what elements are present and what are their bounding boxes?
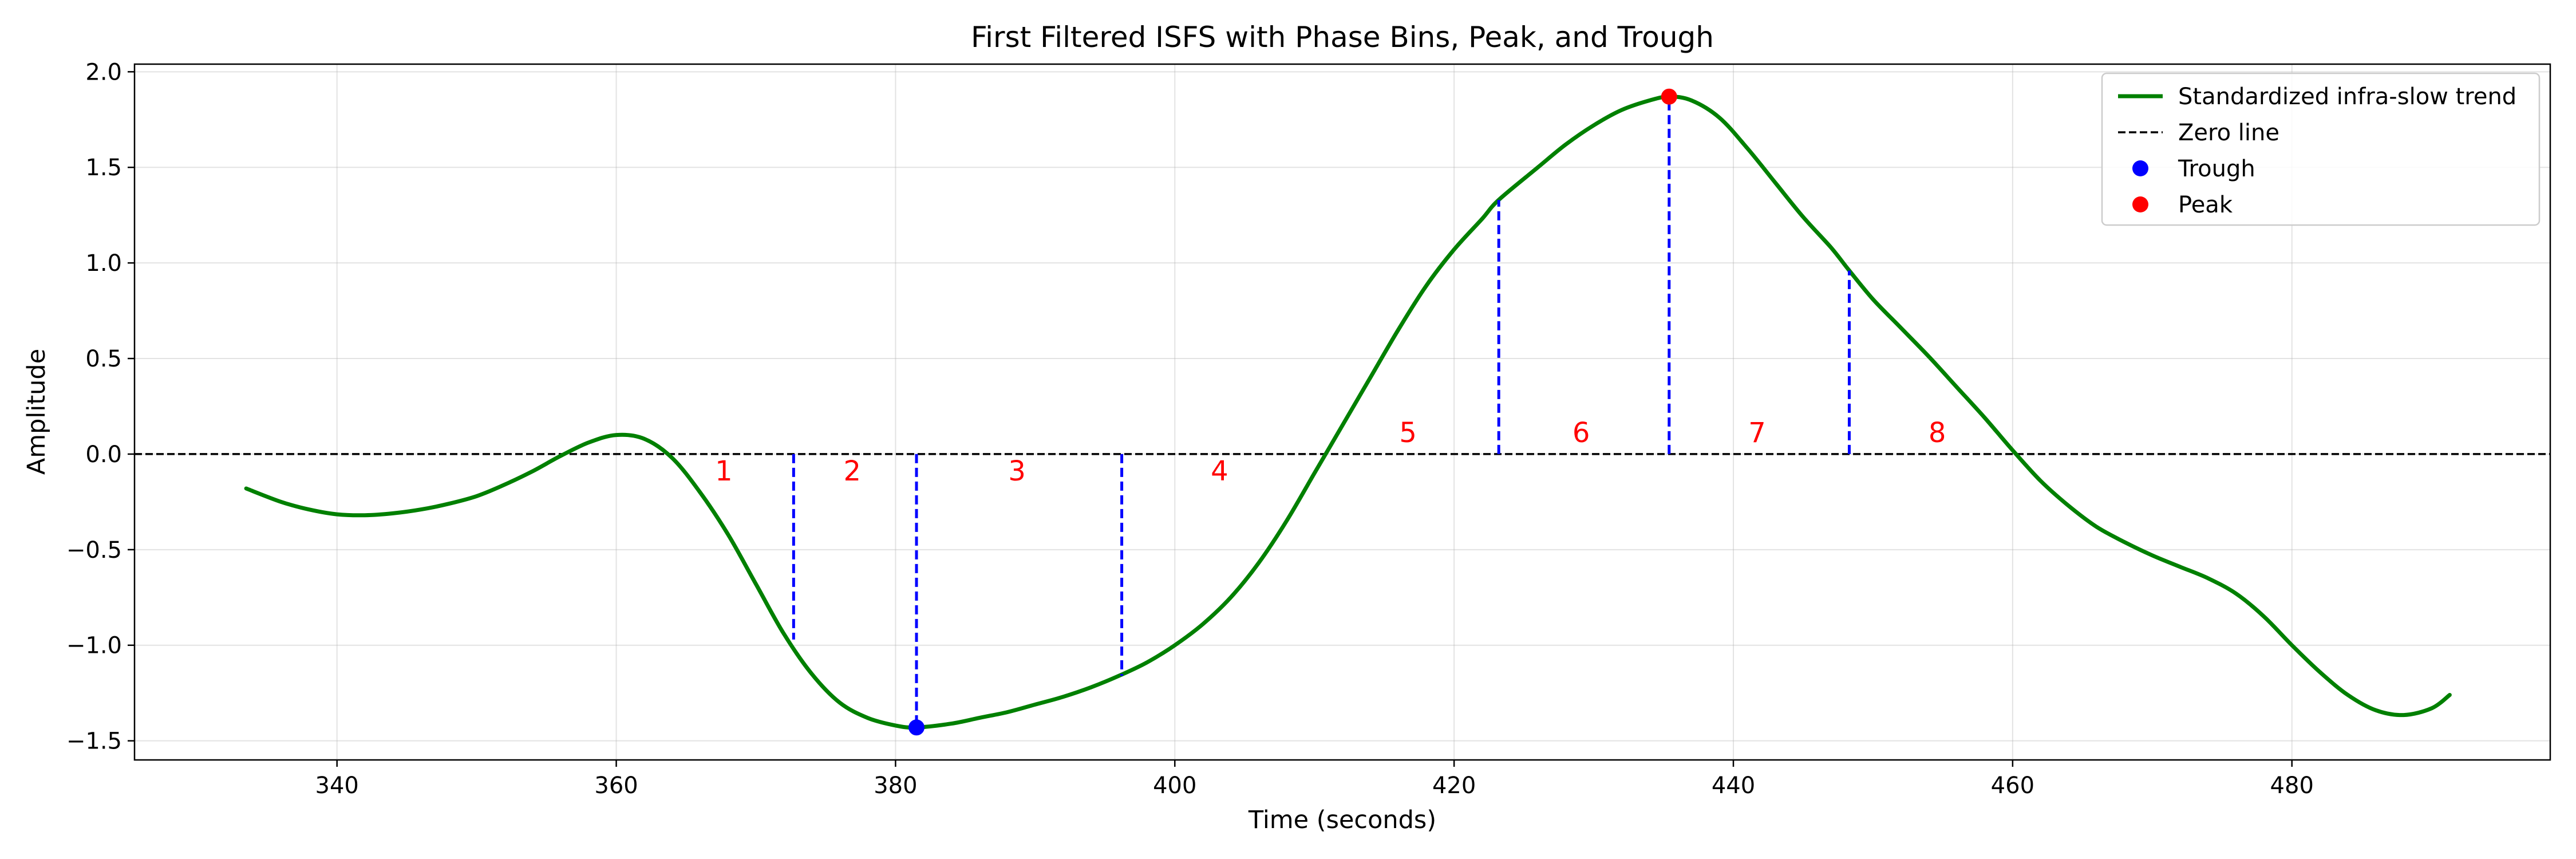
phase-bins-layer: 1 2 3 4 5 6 7 8 — [715, 96, 1946, 728]
plot-area-frame — [133, 63, 2551, 761]
peak-marker — [1661, 88, 1677, 105]
markers-layer — [908, 88, 1677, 736]
legend-label: Trough — [2178, 156, 2255, 182]
legend-label: Standardized infra-slow trend — [2178, 84, 2516, 110]
legend-label: Zero line — [2178, 120, 2279, 146]
legend: Standardized infra-slow trend Zero line Tr… — [2101, 72, 2541, 226]
trough-marker — [908, 719, 925, 736]
y-tick-label: 2.0 — [85, 59, 122, 85]
phase-bin-label: 6 — [1573, 417, 1590, 449]
chart-title: First Filtered ISFS with Phase Bins, Pea… — [971, 21, 1714, 54]
ticks-layer: 340 360 380 400 420 440 460 480 −1.5 −1.0 −0.5 0.0 0… — [66, 59, 2314, 799]
y-tick-label: 1.0 — [85, 250, 122, 277]
phase-bin-label: 2 — [844, 455, 862, 487]
y-tick-label: −0.5 — [66, 537, 122, 564]
infra-slow-trend-line — [244, 94, 2452, 730]
x-tick-label: 420 — [1432, 773, 1476, 799]
y-tick-label: 0.0 — [85, 442, 122, 468]
legend-swatch-dot — [2132, 196, 2148, 212]
x-tick-label: 400 — [1153, 773, 1196, 799]
y-tick-label: 0.5 — [85, 346, 122, 372]
x-axis-label: Time (seconds) — [1248, 806, 1436, 834]
y-tick-label: 1.5 — [85, 155, 122, 181]
phase-bin-label: 5 — [1399, 417, 1417, 449]
y-tick-label: −1.0 — [66, 633, 122, 659]
phase-bin-label: 7 — [1748, 417, 1766, 449]
y-axis-label: Amplitude — [22, 349, 51, 475]
series-layer — [244, 94, 2452, 730]
legend-label: Peak — [2178, 192, 2233, 218]
grid-layer — [135, 64, 2550, 760]
phase-bin-label: 8 — [1929, 417, 1946, 449]
phase-bin-label: 1 — [715, 455, 733, 487]
legend-box — [2101, 72, 2541, 226]
legend-swatch-dot — [2132, 160, 2148, 176]
x-tick-label: 480 — [2270, 773, 2314, 799]
x-tick-label: 440 — [1712, 773, 1755, 799]
phase-bin-label: 3 — [1008, 455, 1026, 487]
x-tick-label: 340 — [315, 773, 359, 799]
x-tick-label: 380 — [874, 773, 917, 799]
x-tick-label: 360 — [594, 773, 638, 799]
x-tick-label: 460 — [1991, 773, 2034, 799]
y-tick-label: −1.5 — [66, 728, 122, 755]
legend-items: Standardized infra-slow trend Zero line Tr… — [2118, 84, 2516, 218]
phase-bin-label: 4 — [1211, 455, 1228, 487]
